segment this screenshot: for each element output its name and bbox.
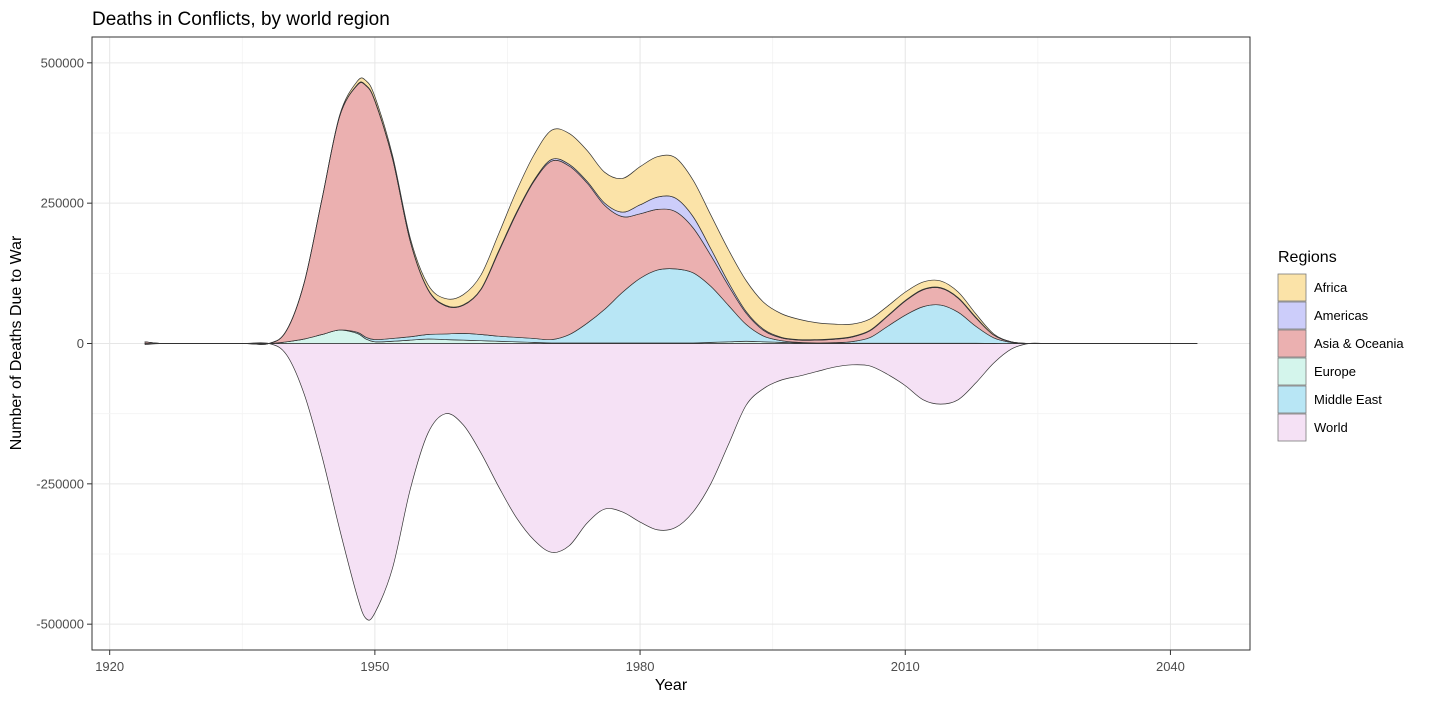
x-tick-label: 2010	[891, 659, 920, 674]
legend-swatch-americas	[1277, 301, 1307, 330]
legend-title: Regions	[1278, 249, 1337, 266]
x-tick-label: 2040	[1156, 659, 1185, 674]
y-axis-ticks: 500000 250000 0 -250000 -500000	[36, 55, 92, 632]
x-axis-label: Year	[655, 677, 688, 694]
legend-label-americas: Americas	[1314, 308, 1369, 323]
x-tick-label: 1980	[626, 659, 655, 674]
area-africa	[144, 77, 1198, 345]
chart-title: Deaths in Conflicts, by world region	[92, 9, 390, 30]
y-tick-label: 250000	[41, 196, 84, 211]
legend-swatch-africa	[1277, 273, 1307, 302]
legend-label-europe: Europe	[1314, 364, 1356, 379]
y-tick-label: -250000	[36, 476, 84, 491]
legend-swatch-middle-east	[1277, 385, 1307, 414]
legend-label-africa: Africa	[1314, 280, 1348, 295]
y-tick-label: 0	[77, 336, 84, 351]
legend-swatch-asia-oceania	[1277, 329, 1307, 358]
y-tick-label: 500000	[41, 55, 84, 70]
legend-label-world: World	[1314, 420, 1348, 435]
y-tick-label: -500000	[36, 617, 84, 632]
legend-label-middle-east: Middle East	[1314, 392, 1382, 407]
x-tick-label: 1920	[95, 659, 124, 674]
legend-swatch-world	[1277, 413, 1307, 442]
legend-label-asia-oceania: Asia & Oceania	[1314, 336, 1404, 351]
legend: Regions Africa Americas Asia & Oceania Euro…	[1277, 249, 1404, 442]
x-tick-label: 1950	[360, 659, 389, 674]
legend-swatch-europe	[1277, 357, 1307, 386]
y-axis-label: Number of Deaths Due to War	[8, 235, 25, 450]
legend-items: Africa Americas Asia & Oceania Europe Middle…	[1277, 273, 1404, 442]
x-axis-ticks: 1920 1950 1980 2010 2040	[95, 650, 1185, 674]
area-layer	[144, 77, 1198, 621]
